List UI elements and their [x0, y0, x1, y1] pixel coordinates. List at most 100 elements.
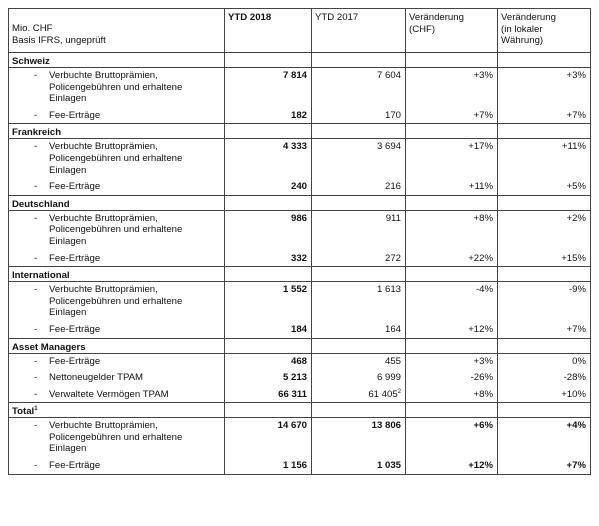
change-chf-header: Veränderung (CHF) [405, 8, 498, 53]
section-header-empty-cell [405, 266, 498, 283]
bullet-dash: - [34, 212, 38, 224]
change-local-value: +11% [498, 141, 586, 153]
value-block: +22% [406, 253, 493, 265]
change-chf-value-text: +8% [473, 212, 493, 224]
section-header-empty-cell [311, 266, 406, 283]
footnote-marker: 2 [397, 388, 401, 395]
line-item-label: Fee-Erträge [49, 460, 224, 472]
change-chf-value-text: -26% [470, 372, 493, 384]
value-spacer [225, 296, 307, 308]
line-item: - Verwaltete Vermögen TPAM [9, 389, 224, 401]
line-item-label: Fee-Erträge [49, 110, 224, 122]
ytd2017-value-text: 3 694 [376, 141, 401, 153]
line-item-label-line: Verbuchte Bruttoprämien, [49, 420, 158, 432]
value-block: +17% [406, 141, 493, 176]
value-block: 3 694 [312, 141, 401, 176]
value-spacer [225, 236, 307, 248]
change-local-value-cell: -9% +7% [497, 281, 591, 339]
ytd2017-value-cell: 13 806 1 035 [311, 417, 406, 475]
ytd2018-value-text: 986 [290, 212, 307, 224]
line-item-label-line: Policengebühren und erhaltene [49, 224, 183, 236]
ytd2017-value-text: 170 [384, 109, 401, 121]
unit-line-1: Mio. CHF [12, 23, 53, 34]
change-chf-value: +3% [406, 70, 493, 82]
value-block: +7% [498, 110, 586, 122]
value-block: 170 [312, 110, 401, 122]
line-item-label: Nettoneugelder TPAM [49, 372, 224, 384]
ytd2017-value: 216 [312, 181, 401, 193]
bullet-dash: - [34, 460, 38, 472]
change-chf-value-text: +8% [473, 388, 493, 400]
ytd2017-header: YTD 2017 [311, 8, 406, 53]
change-local-value-text: +7% [566, 323, 586, 335]
ytd2018-value: 986 [225, 213, 307, 225]
section-title: Schweiz [9, 53, 224, 67]
value-block: 272 [312, 253, 401, 265]
value-spacer [498, 153, 586, 165]
bullet-dash: - [34, 323, 38, 335]
value-spacer [225, 307, 307, 319]
section-header-empty-cell [224, 52, 312, 68]
change-chf-value: +11% [406, 181, 493, 193]
ytd2017-value-values: 1 613 164 [312, 282, 401, 337]
change-chf-value: +12% [406, 460, 493, 472]
line-item: - Fee-Erträge [9, 110, 224, 122]
value-block: 216 [312, 181, 401, 193]
line-item-label: Fee-Erträge [49, 181, 224, 193]
line-items: - Verbuchte Bruttoprämien, Policengebühren… [9, 282, 224, 337]
section-header-empty-cell [405, 123, 498, 140]
change-chf-value-text: +6% [473, 420, 493, 432]
line-item-label-line: Verbuchte Bruttoprämien, [49, 212, 158, 224]
line-item-label-line: Fee-Erträge [49, 460, 101, 472]
value-spacer [498, 236, 586, 248]
value-spacer [498, 82, 586, 94]
ytd2017-value-values: 455 6 999 61 4052 [312, 354, 401, 403]
change-chf-value: +8% [406, 213, 493, 225]
ytd2017-value-text: 61 405 [368, 388, 398, 400]
ytd2017-value: 1 035 [312, 460, 401, 472]
change-chf-value-values: +6% +12% [406, 418, 493, 473]
value-block: 332 [225, 253, 307, 265]
value-block: -28% [498, 372, 586, 384]
change-local-value-text: -9% [568, 284, 586, 296]
value-spacer [406, 93, 493, 105]
line-item-label-line: Nettoneugelder TPAM [49, 372, 144, 384]
change-local-value-values: +11% +5% [498, 139, 586, 194]
value-spacer [406, 165, 493, 177]
line-item-label-line: Einlagen [49, 93, 87, 105]
value-block: -26% [406, 372, 493, 384]
value-spacer [312, 153, 401, 165]
change-chf-value: +17% [406, 141, 493, 153]
ytd2018-value: 332 [225, 253, 307, 265]
line-item-label-line: Einlagen [49, 307, 87, 319]
value-block: +11% [498, 141, 586, 176]
section-header-empty-cell [311, 337, 406, 354]
section-header-empty-cell [224, 194, 312, 211]
section-title: Frankreich [9, 124, 224, 138]
line-item: - Nettoneugelder TPAM [9, 372, 224, 384]
section-title: Deutschland [9, 196, 224, 210]
section-header-empty-cell [497, 52, 591, 68]
value-block: 5 213 [225, 372, 307, 384]
ytd2017-value-text: 272 [384, 252, 401, 264]
section-header-empty-cell [311, 52, 406, 68]
ytd2018-value-cell: 468 5 213 66 311 [224, 352, 312, 404]
bullet-dash: - [34, 388, 38, 400]
change-local-value-text: +4% [566, 420, 586, 432]
value-block: +6% [406, 420, 493, 455]
ytd2018-value: 5 213 [225, 372, 307, 384]
change-local-value: -9% [498, 284, 586, 296]
line-item: - Fee-Erträge [9, 324, 224, 336]
line-items-cell: - Verbuchte Bruttoprämien, Policengebühren… [8, 138, 225, 196]
section-title: Asset Managers [9, 339, 224, 353]
change-chf-value-cell: +8% +22% [405, 209, 498, 268]
ytd2017-value-cell: 455 6 999 61 4052 [311, 352, 406, 404]
value-spacer [312, 93, 401, 105]
section-header-empty-cell [224, 123, 312, 140]
change-chf-value-cell: +6% +12% [405, 417, 498, 475]
section-title: International [9, 267, 224, 281]
line-item: - Fee-Erträge [9, 356, 224, 368]
value-spacer [406, 224, 493, 236]
ytd2018-value-text: 66 311 [278, 388, 307, 400]
line-item-label: Verbuchte Bruttoprämien, Policengebühren … [49, 213, 224, 248]
